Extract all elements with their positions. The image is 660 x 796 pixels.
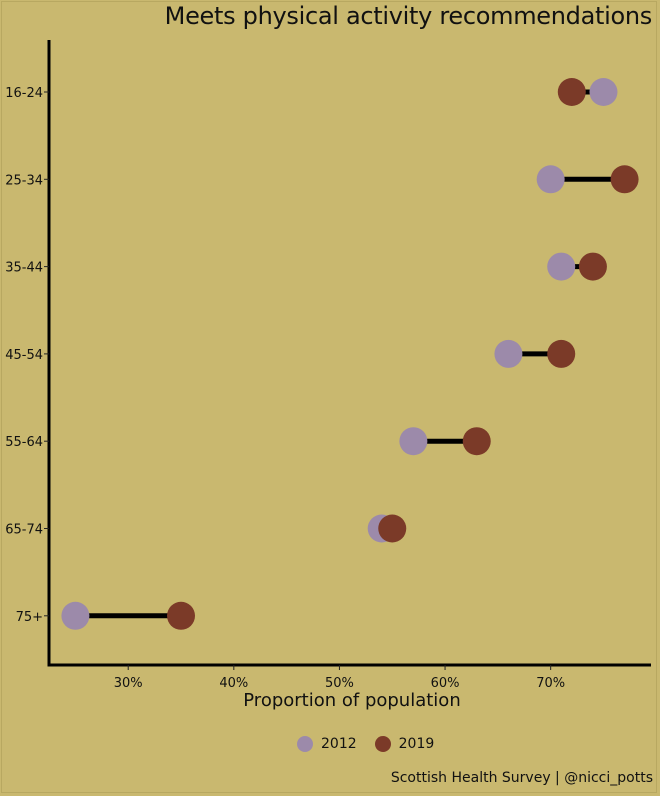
x-tick-labels: 30% 40% 50% 60% 70% <box>114 676 565 691</box>
point-2012-75+ <box>61 601 90 630</box>
point-2019-35-44 <box>578 252 607 281</box>
y-tick-label: 75+ <box>16 610 43 625</box>
x-tick-label: 30% <box>114 676 143 691</box>
y-tick-label: 55-64 <box>5 435 43 450</box>
legend-swatch-2019 <box>374 736 391 752</box>
x-tick-label: 70% <box>536 676 565 691</box>
legend-item-2019: 2019 <box>374 736 435 752</box>
point-2019-75+ <box>167 601 196 630</box>
y-tick-label: 35-44 <box>5 261 43 276</box>
y-tick-label: 16-24 <box>5 86 43 101</box>
legend-label-2019: 2019 <box>398 736 435 752</box>
point-2019-45-54 <box>547 339 576 368</box>
data-points <box>61 78 639 630</box>
legend-label-2012: 2012 <box>321 736 357 752</box>
x-tick-label: 40% <box>219 676 248 691</box>
x-tick-label: 60% <box>431 676 460 691</box>
x-axis-label: Proportion of population <box>243 690 461 711</box>
axes <box>44 40 651 670</box>
y-tick-labels: 16-24 25-34 35-44 45-54 55-64 65-74 75+ <box>5 86 43 625</box>
point-2012-55-64 <box>399 427 428 456</box>
point-2019-55-64 <box>462 427 491 456</box>
y-tick-label: 45-54 <box>5 348 43 363</box>
point-2019-65-74 <box>378 514 407 543</box>
y-tick-label: 65-74 <box>5 523 43 538</box>
legend-item-2012: 2012 <box>297 736 357 752</box>
point-2019-16-24 <box>557 78 586 106</box>
point-2019-25-34 <box>610 165 639 194</box>
point-2012-45-54 <box>494 339 523 368</box>
y-tick-label: 25-34 <box>5 173 43 188</box>
point-2012-16-24 <box>589 78 618 106</box>
chart-title: Meets physical activity recommendations <box>164 2 653 30</box>
legend-swatch-2012 <box>297 736 313 752</box>
source-caption: Scottish Health Survey | @nicci_potts <box>390 770 653 786</box>
point-2012-35-44 <box>547 252 576 281</box>
point-2012-25-34 <box>536 165 565 194</box>
legend: 2012 2019 <box>297 736 444 752</box>
x-tick-label: 50% <box>325 676 354 691</box>
